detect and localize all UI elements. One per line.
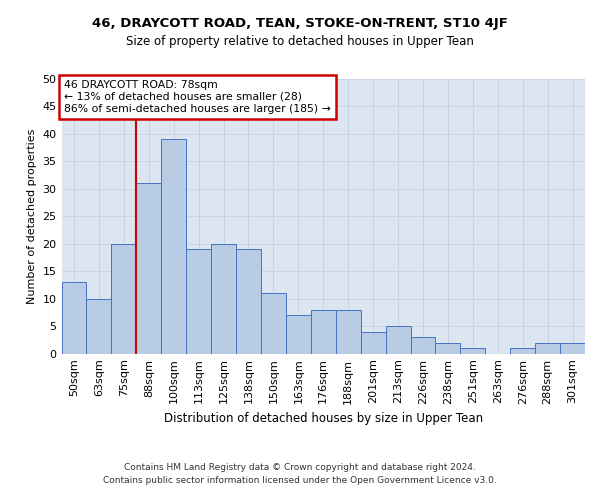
Bar bbox=[161, 140, 186, 354]
Bar bbox=[386, 326, 410, 353]
Bar bbox=[261, 294, 286, 354]
Bar bbox=[510, 348, 535, 354]
Bar bbox=[236, 250, 261, 354]
Bar bbox=[86, 298, 112, 354]
Bar bbox=[410, 337, 436, 353]
Bar bbox=[136, 184, 161, 354]
X-axis label: Distribution of detached houses by size in Upper Tean: Distribution of detached houses by size … bbox=[164, 412, 483, 425]
Bar bbox=[311, 310, 336, 354]
Text: 46 DRAYCOTT ROAD: 78sqm
← 13% of detached houses are smaller (28)
86% of semi-de: 46 DRAYCOTT ROAD: 78sqm ← 13% of detache… bbox=[64, 80, 331, 114]
Bar bbox=[211, 244, 236, 354]
Bar bbox=[286, 315, 311, 354]
Bar bbox=[436, 342, 460, 353]
Bar bbox=[112, 244, 136, 354]
Bar bbox=[336, 310, 361, 354]
Text: Contains public sector information licensed under the Open Government Licence v3: Contains public sector information licen… bbox=[103, 476, 497, 485]
Bar bbox=[186, 250, 211, 354]
Bar bbox=[535, 342, 560, 353]
Bar bbox=[361, 332, 386, 353]
Text: Contains HM Land Registry data © Crown copyright and database right 2024.: Contains HM Land Registry data © Crown c… bbox=[124, 462, 476, 471]
Y-axis label: Number of detached properties: Number of detached properties bbox=[27, 128, 37, 304]
Text: 46, DRAYCOTT ROAD, TEAN, STOKE-ON-TRENT, ST10 4JF: 46, DRAYCOTT ROAD, TEAN, STOKE-ON-TRENT,… bbox=[92, 18, 508, 30]
Bar bbox=[62, 282, 86, 354]
Bar bbox=[560, 342, 585, 353]
Text: Size of property relative to detached houses in Upper Tean: Size of property relative to detached ho… bbox=[126, 35, 474, 48]
Bar bbox=[460, 348, 485, 354]
